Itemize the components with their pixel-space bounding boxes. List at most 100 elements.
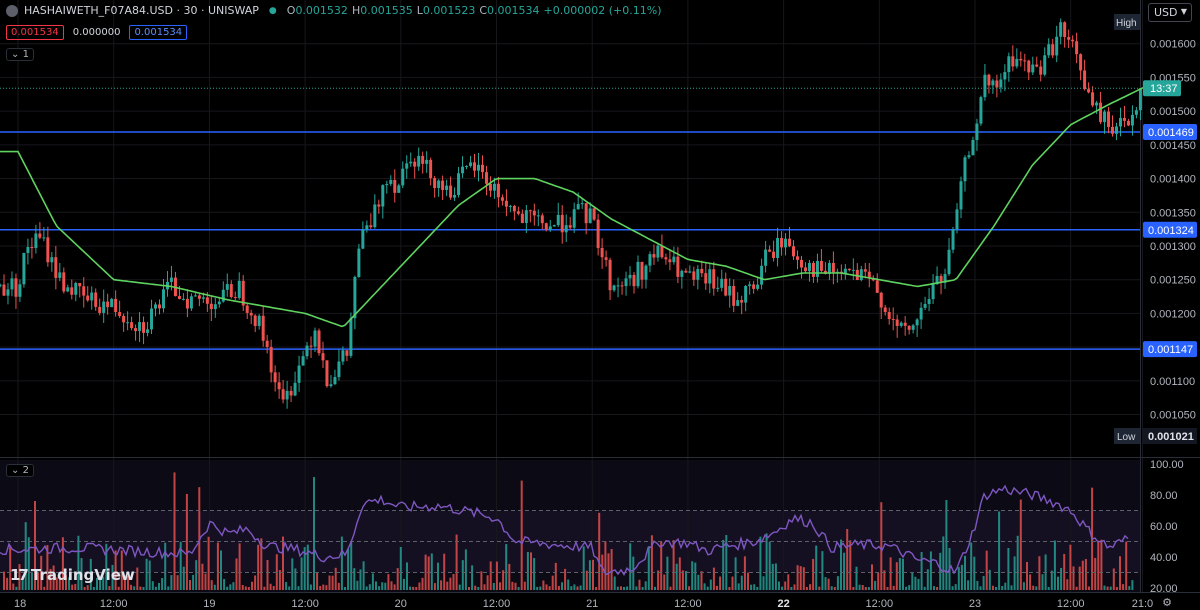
volume-bar [533,558,536,590]
gear-icon[interactable]: ⚙ [1162,596,1172,609]
candle-body [353,277,357,319]
candle-body [740,300,744,303]
volume-bar [393,584,396,590]
currency-selector[interactable]: USD ▼ [1148,3,1192,22]
volume-bar [985,550,988,590]
candle-body [736,300,740,306]
candle-body [169,277,173,282]
sell-price-box[interactable]: 0.001534 [6,25,64,40]
volume-bar [415,587,418,590]
volume-bar [1026,561,1028,590]
volume-bar [991,585,994,590]
volume-bar [117,586,120,590]
candle-body [341,350,345,362]
candle-body [1075,41,1079,55]
volume-bar [1035,586,1038,590]
pane2-collapse-button[interactable]: ⌄ 2 [6,464,34,477]
symbol-logo-icon [6,4,18,17]
candle-body [620,285,624,287]
candle-body [520,213,524,223]
volume-bar [1081,560,1084,590]
volume-bar [371,573,374,590]
volume-bar [526,551,529,590]
volume-bar [960,564,963,590]
volume-bar [356,580,359,590]
volume-bar [359,569,362,590]
candle-body [317,330,321,354]
candle-body [421,155,425,164]
candle-body [229,284,233,298]
volume-bar [440,580,443,590]
candle-body [445,185,449,190]
volume-bar [554,562,557,590]
volume-bar [216,542,219,590]
candle-body [915,319,919,326]
volume-bar [1106,586,1109,590]
candle-body [269,346,273,373]
volume-bar [381,582,384,590]
volume-bar [877,573,880,590]
candle-body [138,322,142,332]
volume-bar [638,579,641,590]
high-badge [1114,14,1140,30]
candle-body [488,183,492,191]
candle-body [297,365,301,383]
candle-body [744,285,748,303]
candle-body [584,203,588,224]
candle-body [672,256,676,263]
candle-body [508,205,512,207]
volume-bar [12,583,15,590]
volume-bar [694,562,697,590]
volume-bar [226,586,229,590]
candle-body [604,257,608,260]
rsi-tick-label: 100.00 [1150,459,1184,471]
volume-bar [588,560,591,590]
candle-body [975,123,979,140]
volume-bar [530,552,532,590]
volume-bar [192,574,195,590]
candle-body [82,286,86,296]
candle-body [213,304,217,310]
candle-body [847,268,851,271]
volume-bar [1112,568,1115,590]
volume-bar [644,581,647,590]
volume-bar [747,572,749,590]
symbol-title[interactable]: HASHAIWETH_F07A84.USD · 30 · UNISWAP [24,4,259,17]
volume-bar [452,573,455,590]
line-price-badge [1143,124,1197,141]
candle-body [301,356,305,366]
candle-body [369,225,373,228]
candle-body [1047,44,1051,56]
volume-bar [805,586,808,590]
volume-bar [232,582,235,590]
line-price-label: 0.001469 [1148,127,1194,139]
ohlc-key: C [479,4,488,17]
candle-body [799,259,803,268]
pane1-collapse-button[interactable]: ⌄ 1 [6,48,34,61]
volume-bar [616,586,619,590]
candle-body [321,353,325,361]
volume-bar [443,553,446,590]
candle-body [911,325,915,330]
volume-bar [756,586,759,590]
volume-bar [1072,566,1075,590]
volume-bar [495,561,498,590]
buy-price-box[interactable]: 0.001534 [129,25,188,40]
candle-body [150,308,154,330]
volume-bar [99,577,102,590]
candle-body [516,211,520,214]
candle-body [373,204,377,228]
volume-bar [108,586,111,590]
volume-bar [285,582,288,590]
candle-body [859,269,863,281]
candle-body [397,185,401,193]
candle-body [10,278,14,290]
volume-bar [182,566,185,590]
tradingview-logo[interactable]: 17 TradingView [10,566,135,584]
volume-bar [251,581,253,590]
candle-body [935,275,939,285]
candle-body [241,280,245,306]
candle-body [26,246,30,253]
candle-body [987,74,991,86]
